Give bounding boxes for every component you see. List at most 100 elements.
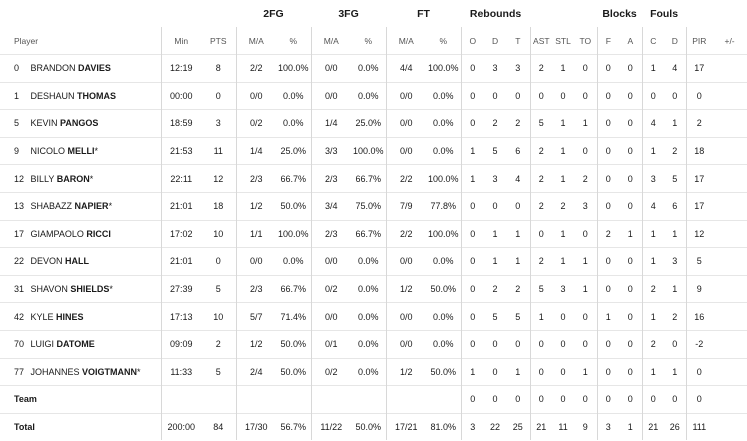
- cell-pir: 17: [685, 191, 713, 221]
- player-cell[interactable]: 17 GIAMPAOLO RICCI: [0, 219, 161, 248]
- cell-to: 1: [574, 109, 598, 138]
- table-row: 9 NICOLO MELLI* 21:53 11 1/4 25.0% 3/3 1…: [0, 136, 747, 165]
- player-cell[interactable]: 42 KYLE HINES: [0, 302, 161, 331]
- cell-to: 0: [574, 136, 598, 165]
- col-ft-ma[interactable]: M/A: [385, 27, 427, 55]
- cell-ast: 5: [529, 274, 553, 303]
- cell-to: 0: [574, 219, 598, 248]
- team-ast: 0: [529, 385, 553, 414]
- cell-ft-pct: 0.0%: [426, 109, 462, 138]
- cell-reb-o: 0: [460, 191, 485, 221]
- cell-to: 0: [574, 81, 598, 110]
- cell-ft-pct: 0.0%: [426, 247, 462, 276]
- total-reb-d: 22: [484, 412, 507, 441]
- col-blk-a[interactable]: A: [627, 35, 634, 46]
- cell-stl: 1: [552, 136, 575, 165]
- player-cell[interactable]: 1 DESHAUN THOMAS: [0, 81, 161, 110]
- player-last-name: NAPIER: [74, 201, 109, 212]
- cell-ft-pct: 50.0%: [426, 274, 462, 303]
- group-fouls: Fouls: [650, 7, 679, 20]
- col-3fg-pct[interactable]: %: [364, 35, 373, 46]
- col-2fg-ma[interactable]: M/A: [235, 27, 276, 55]
- team-stl: 0: [552, 385, 575, 414]
- col-ft-pct[interactable]: %: [439, 35, 448, 46]
- cell-pts: 10: [201, 219, 236, 248]
- cell-3fg-pct: 25.0%: [351, 109, 387, 138]
- col-min[interactable]: Min: [160, 27, 201, 55]
- cell-3fg-pct: 0.0%: [351, 274, 387, 303]
- table-row: 5 KEVIN PANGOS 18:59 3 0/2 0.0% 1/4 25.0…: [0, 109, 747, 138]
- cell-stl: 0: [552, 329, 575, 359]
- cell-ast: 1: [529, 302, 553, 331]
- cell-foul-c: 1: [641, 357, 665, 386]
- player-cell[interactable]: 70 LUIGI DATOME: [0, 329, 161, 359]
- col-reb-d[interactable]: D: [491, 35, 499, 46]
- player-cell[interactable]: 0 BRANDON DAVIES: [0, 54, 161, 83]
- cell-stl: 2: [552, 191, 575, 221]
- col-pir[interactable]: PIR: [685, 27, 713, 55]
- cell-reb-t: 0: [506, 81, 531, 110]
- cell-3fg-pct: 0.0%: [351, 329, 387, 359]
- team-blk-f: 0: [596, 385, 620, 414]
- col-plus-minus[interactable]: +/-: [724, 35, 735, 46]
- col-pts[interactable]: PTS: [209, 35, 227, 46]
- cell-pir: 5: [685, 247, 713, 276]
- cell-blk-f: 0: [596, 274, 620, 303]
- cell-reb-o: 1: [460, 357, 485, 386]
- team-reb-o: 0: [460, 385, 485, 414]
- cell-ft-ma: 0/0: [385, 109, 427, 138]
- cell-pir: 9: [685, 274, 713, 303]
- col-foul-d[interactable]: D: [671, 35, 678, 46]
- player-first-name: SHABAZZ: [30, 201, 73, 212]
- col-to[interactable]: TO: [579, 35, 592, 46]
- cell-pir: -2: [685, 329, 713, 359]
- col-2fg-pct[interactable]: %: [289, 35, 298, 46]
- cell-pts: 10: [201, 302, 236, 331]
- cell-reb-d: 0: [484, 81, 507, 110]
- col-stl[interactable]: STL: [555, 35, 571, 46]
- cell-stl: 1: [552, 54, 575, 83]
- team-pir: 0: [685, 385, 713, 414]
- cell-blk-a: 0: [619, 191, 643, 221]
- table-row: 17 GIAMPAOLO RICCI 17:02 10 1/1 100.0% 2…: [0, 219, 747, 248]
- player-cell[interactable]: 31 SHAVON SHIELDS*: [0, 274, 161, 303]
- cell-3fg-pct: 0.0%: [351, 357, 387, 386]
- col-ast[interactable]: AST: [529, 27, 553, 55]
- team-blk-a: 0: [619, 385, 643, 414]
- player-cell[interactable]: 12 BILLY BARON*: [0, 164, 161, 193]
- cell-ft-ma: 1/2: [385, 274, 427, 303]
- cell-min: 09:09: [160, 329, 201, 359]
- player-cell[interactable]: 9 NICOLO MELLI*: [0, 136, 161, 165]
- cell-foul-d: 1: [664, 357, 687, 386]
- cell-2fg-ma: 1/2: [235, 329, 276, 359]
- player-cell[interactable]: 5 KEVIN PANGOS: [0, 109, 161, 138]
- col-3fg-ma[interactable]: M/A: [310, 27, 352, 55]
- cell-min: 17:13: [160, 302, 201, 331]
- col-blk-f[interactable]: F: [596, 27, 620, 55]
- cell-3fg-ma: 0/2: [310, 357, 352, 386]
- col-player[interactable]: Player: [14, 35, 39, 46]
- player-cell[interactable]: 77 JOHANNES VOIGTMANN*: [0, 357, 161, 386]
- col-foul-c[interactable]: C: [641, 27, 665, 55]
- cell-reb-t: 6: [506, 136, 531, 165]
- cell-blk-f: 1: [596, 302, 620, 331]
- cell-reb-d: 3: [484, 164, 507, 193]
- cell-foul-d: 0: [664, 329, 687, 359]
- starter-mark: *: [94, 146, 99, 157]
- player-last-name: MELLI: [67, 146, 95, 157]
- cell-2fg-pct: 50.0%: [276, 191, 312, 221]
- player-first-name: KEVIN: [30, 118, 58, 129]
- cell-ast: 2: [529, 164, 553, 193]
- player-cell[interactable]: 22 DEVON HALL: [0, 247, 161, 276]
- cell-reb-d: 5: [484, 302, 507, 331]
- cell-pir: 0: [685, 357, 713, 386]
- cell-ft-ma: 0/0: [385, 329, 427, 359]
- col-reb-t[interactable]: T: [515, 35, 521, 46]
- cell-reb-t: 4: [506, 164, 531, 193]
- cell-2fg-pct: 0.0%: [276, 81, 312, 110]
- player-first-name: NICOLO: [30, 146, 66, 157]
- player-number: 13: [14, 201, 25, 212]
- cell-blk-a: 0: [619, 329, 643, 359]
- col-reb-o[interactable]: O: [460, 27, 485, 55]
- player-cell[interactable]: 13 SHABAZZ NAPIER*: [0, 191, 161, 221]
